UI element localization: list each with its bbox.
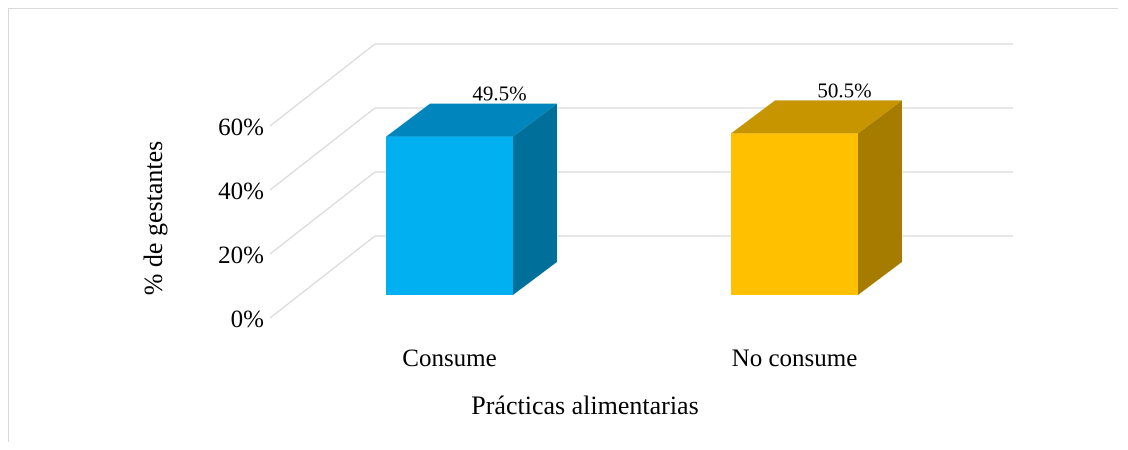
data-label: 49.5% xyxy=(472,82,526,106)
x-category-label: No consume xyxy=(732,345,858,372)
x-category-label: Consume xyxy=(402,345,496,372)
bar-side xyxy=(513,103,557,295)
chart-frame xyxy=(8,8,1118,442)
bar-top xyxy=(386,103,557,137)
y-tick-label: 40% xyxy=(218,178,264,205)
bar-top xyxy=(731,100,902,134)
data-labels: 49.5% 50.5% xyxy=(472,78,871,105)
y-tick-label: 20% xyxy=(218,242,264,269)
data-label: 50.5% xyxy=(817,78,871,102)
x-category-labels: Consume No consume xyxy=(402,345,857,372)
bar-side xyxy=(858,100,902,296)
bar-front xyxy=(386,136,513,295)
bar-2 xyxy=(731,100,902,296)
y-tick-label: 60% xyxy=(218,114,264,141)
y-tick-labels: 0% 20% 40% 60% xyxy=(218,114,264,333)
bar-1 xyxy=(386,103,557,295)
y-tick-label: 0% xyxy=(231,306,264,333)
bar-front xyxy=(731,133,858,295)
x-axis-title: Prácticas alimentarias xyxy=(471,391,698,420)
y-axis-title: % de gestantes xyxy=(139,141,168,296)
bars xyxy=(386,100,902,296)
gridline xyxy=(269,43,1013,127)
